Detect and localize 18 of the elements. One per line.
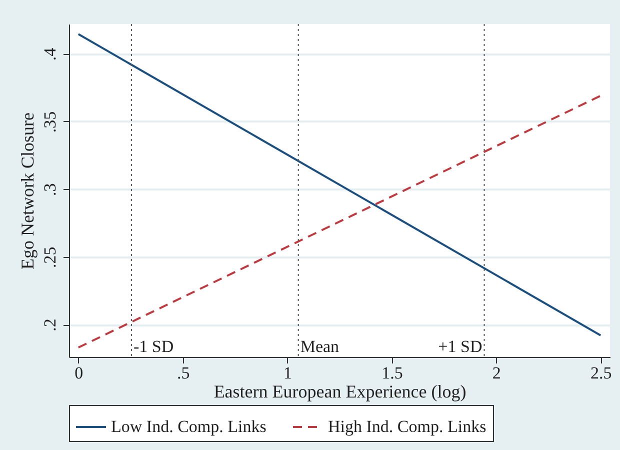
y-tick-label: .25	[40, 246, 60, 268]
legend-label: Low Ind. Comp. Links	[111, 417, 266, 436]
x-tick-label: 2.5	[590, 364, 612, 382]
x-tick-label: .5	[176, 364, 190, 382]
x-tick-label: 2	[492, 364, 501, 382]
x-axis-title: Eastern European Experience (log)	[214, 382, 466, 402]
y-tick-label: .35	[40, 111, 60, 133]
y-tick-label: .3	[40, 183, 60, 196]
y-tick-label: .4	[40, 47, 60, 61]
y-axis-title: Ego Network Closure	[18, 112, 38, 270]
x-tick-label: 0	[74, 364, 84, 382]
ref-line-label: +1 SD	[438, 337, 482, 356]
legend-label: High Ind. Comp. Links	[328, 417, 486, 436]
x-tick-label: 1	[284, 364, 292, 382]
ref-line-label: -1 SD	[133, 337, 174, 356]
x-tick-label: 1.5	[382, 364, 403, 382]
y-tick-label: .2	[40, 318, 60, 332]
ref-line-label: Mean	[300, 337, 340, 356]
